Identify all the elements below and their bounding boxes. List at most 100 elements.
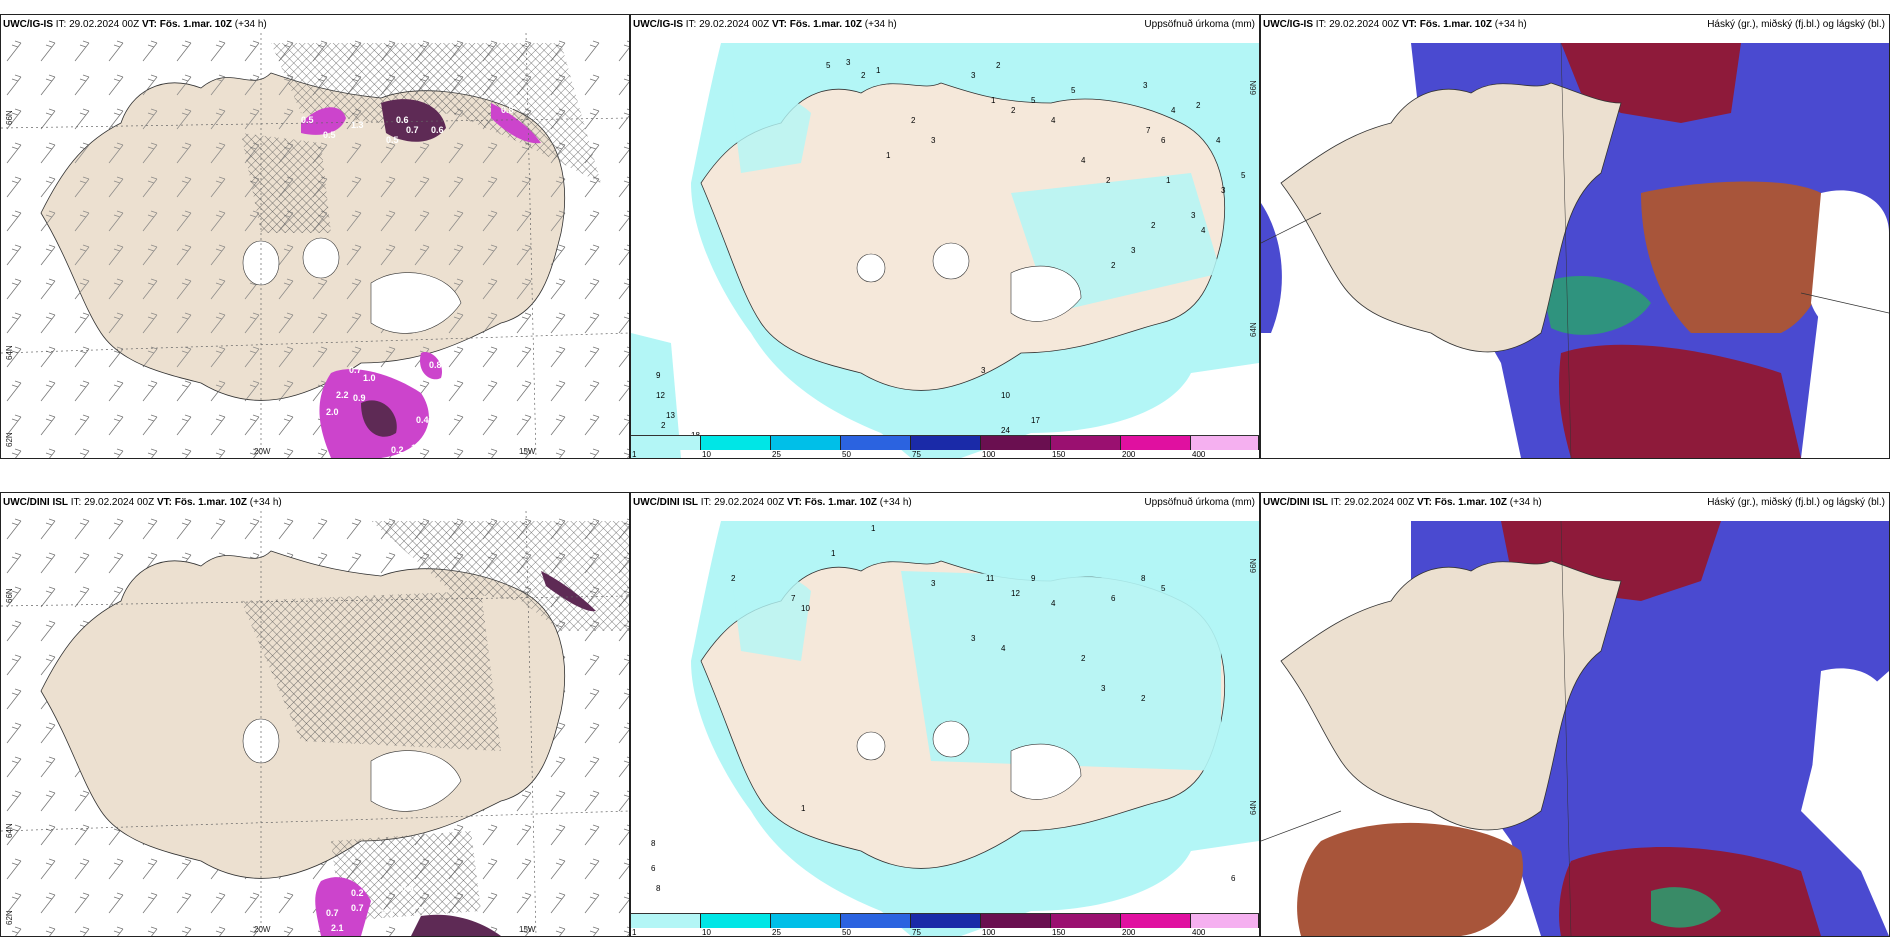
svg-text:3: 3 [1101, 684, 1106, 693]
colorbar-label: 1 [632, 928, 637, 937]
panel-precip-bottom: UWC/DINI ISL IT: 29.02.2024 00Z VT: Fös.… [630, 492, 1260, 937]
precip-value: 0.5 [323, 130, 336, 140]
svg-text:2: 2 [1141, 694, 1146, 703]
svg-text:10: 10 [1001, 391, 1010, 400]
lat-label: 64N [1249, 322, 1258, 337]
svg-text:1: 1 [871, 524, 876, 533]
panel-header: UWC/IG-IS IT: 29.02.2024 00Z VT: Fös. 1.… [1263, 19, 1527, 30]
svg-text:1: 1 [876, 66, 881, 75]
svg-text:2: 2 [861, 71, 866, 80]
precip-value: 0.6 [396, 115, 409, 125]
svg-text:4: 4 [1051, 116, 1056, 125]
panel-title: Háský (gr.), miðský (fj.bl.) og lágský (… [1707, 19, 1885, 30]
svg-text:2: 2 [911, 116, 916, 125]
lat-label: 66N [1249, 558, 1258, 573]
svg-text:8: 8 [1141, 574, 1146, 583]
panel-header: UWC/IG-IS IT: 29.02.2024 00Z VT: Fös. 1.… [633, 19, 897, 30]
colorbar-segment [911, 436, 981, 450]
panel-header: UWC/IG-IS IT: 29.02.2024 00Z VT: Fös. 1.… [3, 19, 267, 30]
svg-text:3: 3 [846, 58, 851, 67]
colorbar-label: 400 [1192, 450, 1206, 459]
colorbar-segment [631, 436, 701, 450]
panel-precip-top: UWC/IG-IS IT: 29.02.2024 00Z VT: Fös. 1.… [630, 14, 1260, 459]
precip-value: 0.9 [353, 393, 366, 403]
svg-text:1: 1 [831, 549, 836, 558]
precip-value: 0.8 [501, 105, 514, 115]
precip-value: 0.5 [386, 135, 399, 145]
panel-title: Háský (gr.), miðský (fj.bl.) og lágský (… [1707, 497, 1885, 508]
precip-colorbar: 1 10 25 50 75 100 150 200 400 [631, 435, 1259, 458]
colorbar-segment [1121, 914, 1191, 928]
colorbar-label: 25 [772, 450, 781, 459]
precip-value: 1.0 [411, 443, 424, 453]
colorbar-label: 1 [632, 450, 637, 459]
svg-text:3: 3 [981, 366, 986, 375]
svg-text:6: 6 [651, 864, 656, 873]
colorbar-label: 200 [1122, 450, 1136, 459]
panel-wind-bottom: UWC/DINI ISL IT: 29.02.2024 00Z VT: Fös.… [0, 492, 630, 937]
colorbar-label: 25 [772, 928, 781, 937]
svg-text:1: 1 [1166, 176, 1171, 185]
precip-value: 2.2 [336, 390, 349, 400]
svg-text:11: 11 [986, 574, 995, 583]
colorbar-segment [631, 914, 701, 928]
lat-label: 66N [5, 110, 14, 125]
colorbar-segment [701, 436, 771, 450]
lat-label: 64N [1249, 800, 1258, 815]
panel-cloud-top: UWC/IG-IS IT: 29.02.2024 00Z VT: Fös. 1.… [1260, 14, 1890, 459]
colorbar-label: 100 [982, 450, 996, 459]
panel-title: Uppsöfnuð úrkoma (mm) [1144, 497, 1255, 508]
svg-text:3: 3 [931, 579, 936, 588]
lat-label: 62N [5, 432, 14, 447]
precip-value: 0.5 [301, 115, 314, 125]
svg-text:8: 8 [656, 884, 661, 893]
svg-text:2: 2 [661, 421, 666, 430]
colorbar-segment [771, 436, 841, 450]
lat-label: 66N [1249, 80, 1258, 95]
svg-text:24: 24 [1001, 426, 1010, 435]
svg-text:10: 10 [801, 604, 810, 613]
precip-value: 0.7 [406, 125, 419, 135]
cloud-map [1261, 511, 1889, 936]
colorbar-segment [841, 436, 911, 450]
svg-text:4: 4 [1081, 156, 1086, 165]
precip-value: 0.4 [416, 415, 429, 425]
colorbar-segment [1191, 914, 1259, 928]
colorbar-segment [1051, 914, 1121, 928]
svg-text:9: 9 [656, 371, 661, 380]
svg-text:3: 3 [1221, 186, 1226, 195]
cloud-map [1261, 33, 1889, 458]
colorbar-segment [1191, 436, 1259, 450]
precip-value: 1.0 [363, 373, 376, 383]
svg-text:1: 1 [991, 96, 996, 105]
svg-text:8: 8 [651, 839, 656, 848]
colorbar-segment [841, 914, 911, 928]
precip-value: 0.6 [441, 445, 454, 455]
svg-text:2: 2 [1111, 261, 1116, 270]
svg-text:0.2: 0.2 [351, 888, 364, 898]
svg-text:6: 6 [1231, 874, 1236, 883]
svg-text:4: 4 [1171, 106, 1176, 115]
svg-text:2: 2 [1106, 176, 1111, 185]
colorbar-segment [701, 914, 771, 928]
lon-label: 20W [254, 447, 271, 456]
lat-label: 64N [5, 823, 14, 838]
svg-text:0.3: 0.3 [411, 905, 424, 915]
colorbar-label: 75 [912, 928, 921, 937]
panel-header: UWC/DINI ISL IT: 29.02.2024 00Z VT: Fös.… [3, 497, 282, 508]
colorbar-label: 100 [982, 928, 996, 937]
precip-value: 0.7 [349, 365, 362, 375]
lat-label: 66N [5, 588, 14, 603]
panel-title: Uppsöfnuð úrkoma (mm) [1144, 19, 1255, 30]
svg-text:1: 1 [801, 804, 806, 813]
svg-text:2: 2 [1151, 221, 1156, 230]
colorbar-label: 10 [702, 928, 711, 937]
lon-label: 15W [519, 447, 536, 456]
svg-text:5: 5 [1241, 171, 1246, 180]
colorbar-label: 150 [1052, 928, 1066, 937]
svg-text:4: 4 [1216, 136, 1221, 145]
lat-label: 62N [5, 910, 14, 925]
svg-text:2: 2 [1196, 101, 1201, 110]
svg-text:2.1: 2.1 [331, 923, 344, 933]
svg-text:0.7: 0.7 [326, 908, 339, 918]
